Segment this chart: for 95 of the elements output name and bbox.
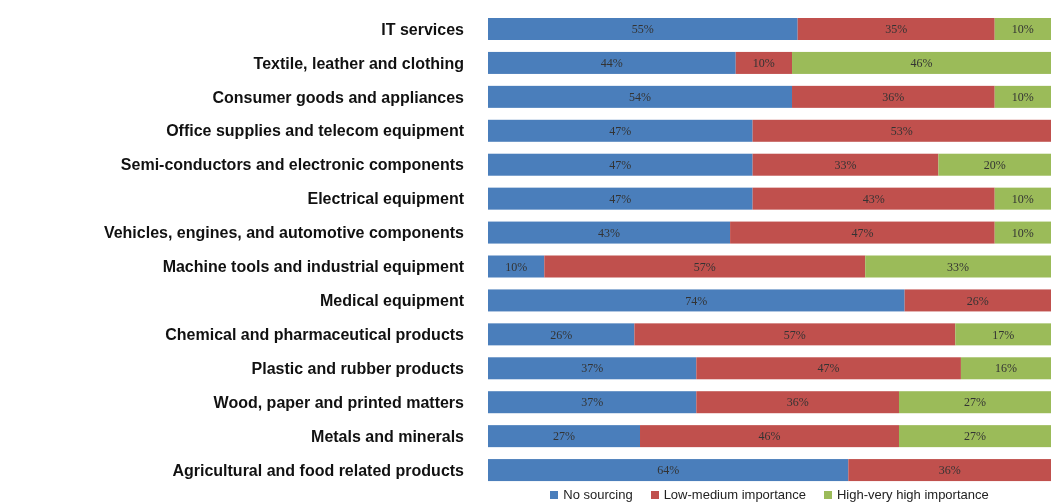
- y-tick-label: Agricultural and food related products: [172, 461, 465, 479]
- bar: [960, 357, 1051, 380]
- y-tick-label: Semi-conductors and electronic components: [120, 156, 465, 174]
- y-tick-label: Consumer goods and appliances: [212, 88, 465, 106]
- bar: [696, 357, 961, 380]
- bar: [752, 153, 939, 176]
- bar: [730, 221, 995, 244]
- bar: [488, 51, 736, 74]
- data-label: 10%: [1011, 225, 1034, 240]
- data-label: 27%: [963, 429, 986, 444]
- data-label: 46%: [758, 429, 781, 444]
- data-label: 47%: [817, 361, 840, 376]
- bar: [797, 18, 995, 40]
- y-tick-label: Machine tools and industrial equipment: [162, 258, 465, 276]
- data-label: 33%: [834, 157, 857, 172]
- data-label: 37%: [581, 395, 604, 410]
- data-label: 36%: [938, 463, 961, 478]
- bar: [634, 323, 956, 346]
- bar: [792, 51, 1051, 74]
- bar: [488, 255, 545, 278]
- y-tick-label: Textile, leather and clothing: [253, 54, 464, 72]
- y-tick-label: Vehicles, engines, and automotive components: [103, 224, 465, 242]
- y-tick-label: Medical equipment: [319, 292, 465, 310]
- bar: [488, 357, 697, 380]
- data-label: 47%: [851, 225, 874, 240]
- data-label: 27%: [553, 429, 576, 444]
- bar: [848, 459, 1051, 482]
- bar: [994, 85, 1051, 108]
- data-label: 20%: [983, 157, 1006, 172]
- data-label: 64%: [657, 463, 680, 478]
- data-label: 26%: [550, 327, 573, 342]
- data-label: 43%: [598, 225, 621, 240]
- bar: [488, 425, 641, 448]
- bar: [994, 187, 1051, 210]
- bar: [938, 153, 1051, 176]
- bar: [640, 425, 899, 448]
- data-label: 74%: [685, 293, 708, 308]
- bar: [488, 391, 697, 414]
- bar: [488, 119, 753, 142]
- bar: [488, 85, 793, 108]
- bar: [488, 459, 849, 482]
- data-label: 17%: [992, 327, 1015, 342]
- bar: [904, 289, 1051, 312]
- data-label: 47%: [609, 191, 632, 206]
- legend-label: Low-medium importance: [662, 487, 806, 502]
- data-label: 53%: [890, 123, 913, 138]
- data-label: 10%: [1011, 191, 1034, 206]
- data-label: 36%: [786, 395, 809, 410]
- data-label: 10%: [505, 259, 528, 274]
- data-label: 10%: [752, 56, 775, 71]
- bar: [488, 153, 753, 176]
- bar: [696, 391, 899, 414]
- y-tick-label: Chemical and pharmaceutical products: [165, 326, 465, 343]
- data-label: 55%: [631, 22, 654, 37]
- data-label: 16%: [994, 361, 1017, 376]
- data-label: 44%: [600, 56, 623, 71]
- legend-label: No sourcing: [562, 487, 633, 502]
- y-tick-label: Wood, paper and printed matters: [213, 393, 465, 411]
- bar: [488, 323, 635, 346]
- bar: [488, 221, 731, 244]
- data-label: 10%: [1011, 90, 1034, 105]
- bar: [865, 255, 1051, 278]
- legend-label: High-very high importance: [836, 487, 989, 502]
- bar: [544, 255, 866, 278]
- data-label: 33%: [947, 259, 970, 274]
- bar: [994, 18, 1051, 40]
- bar: [955, 323, 1051, 346]
- bar: [792, 85, 995, 108]
- bar: [994, 221, 1051, 244]
- bar: [898, 391, 1051, 414]
- data-label: 37%: [581, 361, 604, 376]
- data-label: 57%: [783, 327, 806, 342]
- data-label: 27%: [963, 395, 986, 410]
- data-label: 47%: [609, 123, 632, 138]
- bar: [488, 289, 905, 312]
- data-label: 36%: [882, 90, 905, 105]
- y-tick-label: Electrical equipment: [307, 190, 465, 208]
- bar: [488, 18, 798, 40]
- data-label: 26%: [966, 293, 989, 308]
- data-label: 54%: [629, 90, 652, 105]
- bar: [898, 425, 1051, 448]
- bar: [752, 119, 1051, 142]
- y-tick-label: Metals and minerals: [311, 427, 465, 445]
- data-label: 10%: [1011, 22, 1034, 37]
- bar: [735, 51, 793, 74]
- y-tick-label: Plastic and rubber products: [251, 359, 465, 377]
- data-label: 43%: [862, 191, 885, 206]
- bar: [752, 187, 995, 210]
- data-label: 47%: [609, 157, 632, 172]
- y-tick-label: Office supplies and telecom equipment: [166, 122, 465, 140]
- bar: [488, 187, 753, 210]
- data-label: 35%: [885, 22, 908, 37]
- data-label: 46%: [910, 56, 933, 71]
- y-tick-label: IT services: [381, 20, 465, 38]
- data-label: 57%: [693, 259, 716, 274]
